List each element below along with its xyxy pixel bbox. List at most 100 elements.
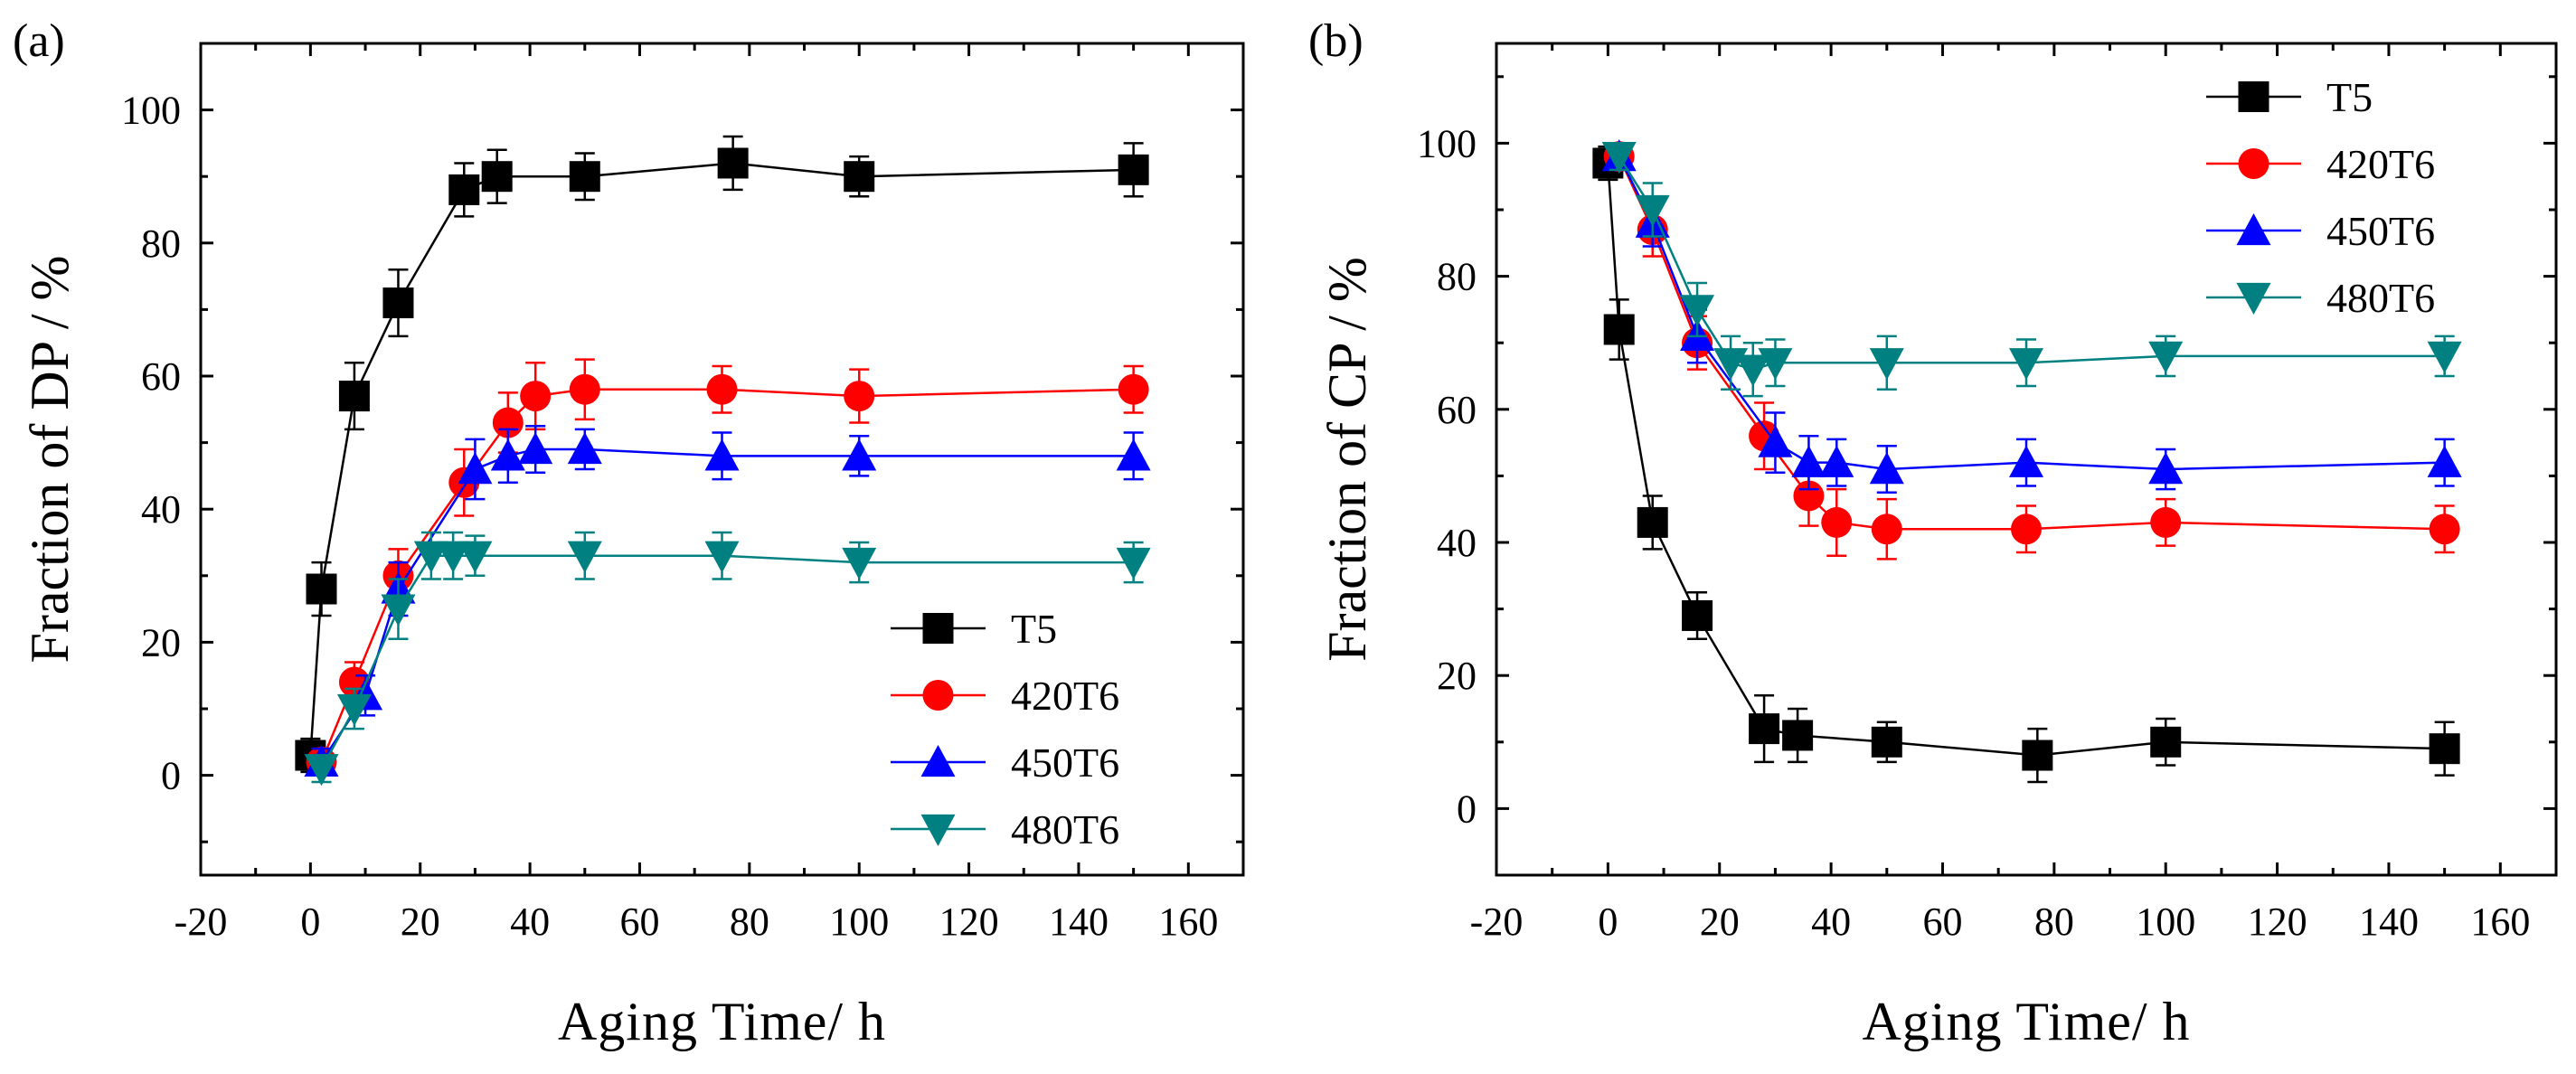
x-tick-label: 160	[2470, 900, 2530, 944]
x-tick-label: -20	[175, 900, 228, 944]
data-point	[567, 541, 602, 573]
x-tick-label: 40	[1811, 900, 1851, 944]
data-point	[1758, 425, 1793, 457]
series-480T6	[1601, 141, 2462, 398]
legend-marker	[2236, 213, 2271, 246]
data-point	[336, 693, 372, 726]
plot-frame	[199, 42, 1245, 877]
data-point	[1782, 720, 1814, 751]
y-tick-label: 40	[1437, 521, 1477, 565]
data-point	[1682, 599, 1713, 631]
legend-marker	[922, 613, 954, 644]
series-line	[320, 554, 1134, 769]
x-axis-title: Aging Time/ h	[1862, 992, 2190, 1051]
data-point	[520, 381, 552, 412]
data-point	[1819, 445, 1854, 477]
legend-label: T5	[2326, 74, 2373, 120]
data-point	[1680, 295, 1715, 327]
data-point	[381, 594, 416, 626]
x-axis-title: Aging Time/ h	[558, 992, 886, 1051]
data-point	[2150, 726, 2182, 758]
y-tick-label: 100	[1417, 121, 1477, 165]
series-450T6	[304, 424, 1151, 777]
data-point	[2429, 733, 2460, 765]
data-point	[1869, 452, 1904, 485]
x-tick-label: 100	[2136, 900, 2195, 944]
data-point	[382, 287, 414, 319]
legend-label: 450T6	[2326, 208, 2435, 254]
y-tick-label: 0	[161, 754, 181, 798]
legend-marker	[920, 814, 956, 846]
data-point	[1116, 547, 1151, 580]
x-tick-label: 20	[401, 900, 440, 944]
data-point	[2427, 341, 2462, 373]
y-axis-title: Fraction of DP / %	[20, 255, 80, 663]
legend-marker	[2238, 148, 2269, 179]
x-tick-label: 0	[1598, 900, 1618, 944]
legend-marker	[920, 745, 956, 777]
data-point	[2429, 513, 2460, 545]
series-line	[1607, 163, 2445, 757]
y-tick-label: 60	[1437, 388, 1477, 432]
data-point	[1116, 438, 1151, 471]
legend-label: T5	[1011, 606, 1057, 652]
data-point	[844, 381, 875, 412]
data-point	[1791, 445, 1826, 477]
y-tick-label: 40	[141, 487, 181, 532]
y-axis-title: Fraction of CP / %	[1317, 257, 1377, 662]
data-point	[844, 161, 875, 193]
data-point	[1871, 513, 1902, 545]
panel-label: (b)	[1308, 15, 1363, 67]
series-line	[1618, 155, 2445, 531]
data-point	[338, 381, 370, 412]
y-tick-label: 20	[1437, 654, 1477, 698]
legend-label: 480T6	[1011, 806, 1119, 853]
x-tick-label: 80	[730, 900, 769, 944]
data-point	[1601, 141, 1637, 174]
data-point	[1869, 348, 1904, 381]
x-tick-label: 60	[1922, 900, 1962, 944]
data-point	[1637, 506, 1668, 538]
data-point	[1749, 713, 1780, 745]
data-point	[2009, 445, 2043, 477]
data-point	[1821, 506, 1853, 538]
data-point	[413, 541, 448, 573]
data-point	[842, 438, 877, 471]
data-point	[842, 547, 877, 580]
data-point	[2009, 348, 2043, 381]
y-tick-label: 80	[141, 221, 181, 266]
x-tick-label: 140	[1049, 900, 1109, 944]
series-line	[309, 162, 1134, 756]
x-tick-label: 0	[300, 900, 320, 944]
data-point	[567, 431, 602, 465]
legend-label: 420T6	[2326, 141, 2435, 187]
legend-label: 480T6	[2326, 275, 2435, 321]
y-tick-label: 100	[121, 89, 181, 133]
legend-marker	[922, 680, 954, 711]
x-tick-label: 160	[1158, 900, 1218, 944]
data-point	[2427, 445, 2462, 477]
x-tick-label: 20	[1700, 900, 1740, 944]
data-point	[2150, 506, 2182, 538]
x-tick-label: 100	[829, 900, 889, 944]
data-point	[717, 147, 749, 179]
data-point	[1118, 154, 1149, 185]
legend-label: 420T6	[1011, 673, 1119, 719]
data-point	[490, 438, 525, 471]
legend-label: 450T6	[1011, 740, 1119, 786]
series-line	[1618, 155, 2445, 371]
panel-label: (a)	[13, 15, 65, 67]
series-line	[320, 388, 1134, 763]
data-point	[1758, 348, 1793, 381]
data-point	[1735, 354, 1770, 387]
data-point	[458, 452, 493, 485]
data-point	[2148, 452, 2184, 485]
data-point	[2022, 740, 2053, 771]
series-420T6	[1603, 141, 2460, 561]
x-tick-label: 120	[939, 900, 999, 944]
data-point	[569, 373, 600, 405]
panel-b: (b) -20 0 20 40 60 80 100 120 140 160 0 20 40 60 80 100 A…	[1308, 15, 2558, 1051]
data-point	[1871, 726, 1902, 758]
data-point	[481, 161, 513, 193]
data-point	[1603, 314, 1635, 345]
